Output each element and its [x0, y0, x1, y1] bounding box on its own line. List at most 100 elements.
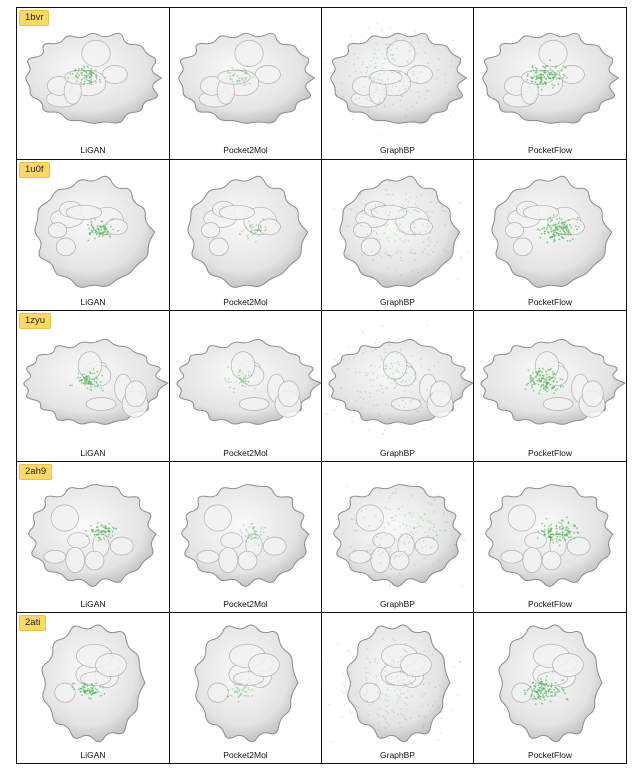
surface-lobe	[522, 204, 560, 220]
ligand-point-cloud	[226, 64, 254, 87]
protein-surface-render	[322, 22, 468, 135]
protein-surface-render	[498, 624, 603, 743]
surface-lobe	[359, 682, 381, 703]
method-label: LiGAN	[80, 145, 106, 155]
surface-lobe	[360, 237, 381, 257]
pdb-id-badge: 2ati	[19, 615, 47, 631]
surface-lobe	[429, 380, 452, 408]
surface-lobe	[217, 69, 251, 85]
protein-surface-render	[176, 338, 322, 425]
method-label: LiGAN	[80, 297, 106, 307]
ligand-point-cloud	[224, 366, 256, 394]
ligand-point-cloud	[86, 218, 119, 242]
method-label: Pocket2Mol	[223, 750, 268, 760]
figure-cell: 1u0f LiGAN	[17, 160, 169, 311]
ligand-point-cloud	[536, 214, 580, 244]
protein-surface	[333, 484, 462, 587]
figure-cell: Pocket2Mol	[169, 613, 321, 764]
surface-lobe	[220, 532, 243, 549]
surface-lobe	[43, 550, 67, 564]
method-label: Pocket2Mol	[223, 599, 268, 609]
surface-lobe	[507, 504, 536, 532]
surface-lobe	[234, 40, 264, 67]
surface-lobe	[95, 653, 127, 677]
protein-surface-render	[333, 482, 466, 588]
figure-cell: GraphBP	[320, 613, 473, 764]
surface-lobe	[254, 65, 281, 84]
surface-lobe	[200, 222, 221, 239]
surface-lobe	[372, 532, 395, 549]
surface-lobe	[248, 653, 280, 677]
surface-lobe	[410, 218, 433, 236]
method-label: PocketFlow	[528, 448, 572, 458]
method-label: Pocket2Mol	[223, 145, 268, 155]
figure-cell: GraphBP	[321, 160, 473, 311]
surface-lobe	[524, 532, 547, 549]
figure-cell: PocketFlow	[473, 311, 626, 462]
figure-cell: Pocket2Mol	[169, 311, 322, 462]
method-label: PocketFlow	[528, 599, 572, 609]
pdb-id-badge: 1zyu	[19, 313, 52, 329]
ligand-point-cloud	[69, 368, 104, 392]
surface-lobe	[355, 504, 384, 532]
protein-surface-render	[485, 484, 614, 587]
surface-lobe	[352, 222, 373, 239]
surface-lobe	[208, 237, 229, 257]
surface-lobe	[414, 536, 439, 556]
method-label: GraphBP	[380, 750, 415, 760]
ligand-point-cloud	[67, 65, 107, 86]
ligand-point-cloud	[238, 218, 267, 243]
surface-lobe	[522, 546, 542, 574]
method-label: LiGAN	[80, 599, 106, 609]
protein-surface-render	[178, 32, 316, 124]
surface-lobe	[196, 550, 220, 564]
protein-surface-render	[23, 338, 169, 425]
surface-lobe	[512, 237, 533, 257]
surface-lobe	[500, 550, 524, 564]
pdb-id-badge: 1bvr	[19, 10, 50, 26]
figure-row: 1bvr LiGAN Pocket2Mol GraphBP PocketFlow	[17, 8, 626, 159]
surface-lobe	[81, 40, 111, 67]
method-label: PocketFlow	[528, 145, 572, 155]
surface-lobe	[218, 204, 256, 220]
surface-lobe	[581, 380, 604, 408]
surface-lobe	[47, 222, 68, 239]
protein-surface-render	[332, 175, 470, 288]
surface-lobe	[77, 351, 103, 380]
ligand-point-cloud	[322, 22, 461, 135]
ligand-point-cloud	[320, 637, 462, 744]
surface-lobe	[50, 504, 79, 532]
surface-lobe	[370, 546, 390, 574]
surface-lobe	[389, 550, 410, 571]
figure-row: 2ati LiGAN Pocket2Mol GraphBP PocketFlow	[17, 612, 626, 764]
figure-row: 1u0f LiGAN Pocket2Mol GraphBP PocketFlow	[17, 159, 626, 311]
surface-lobe	[237, 550, 258, 571]
surface-lobe	[386, 40, 416, 67]
figure-cell: GraphBP	[321, 8, 473, 159]
ligand-point-cloud	[526, 59, 568, 91]
method-label: LiGAN	[80, 448, 106, 458]
method-label: PocketFlow	[528, 750, 572, 760]
surface-lobe	[65, 204, 103, 220]
surface-lobe	[54, 682, 76, 703]
surface-lobe	[406, 65, 433, 84]
surface-lobe	[105, 218, 128, 236]
figure-cell: GraphBP	[321, 462, 473, 613]
protein-surface-render	[41, 624, 146, 743]
figure-cell: 2ati LiGAN	[17, 613, 169, 764]
surface-lobe	[262, 536, 287, 556]
method-label: GraphBP	[380, 297, 415, 307]
protein-surface-render	[25, 32, 163, 124]
method-label: Pocket2Mol	[223, 297, 268, 307]
method-label: LiGAN	[80, 750, 106, 760]
figure-row: 2ah9 LiGAN Pocket2Mol GraphBP PocketFlow	[17, 461, 626, 613]
figure-cell: PocketFlow	[473, 8, 626, 159]
method-label: PocketFlow	[528, 297, 572, 307]
surface-lobe	[542, 397, 574, 411]
figure-cell: 2ah9 LiGAN	[17, 462, 169, 613]
method-label: GraphBP	[380, 145, 415, 155]
method-label: Pocket2Mol	[223, 448, 268, 458]
surface-lobe	[552, 653, 584, 677]
figure-cell: PocketFlow	[473, 462, 626, 613]
surface-lobe	[504, 222, 525, 239]
